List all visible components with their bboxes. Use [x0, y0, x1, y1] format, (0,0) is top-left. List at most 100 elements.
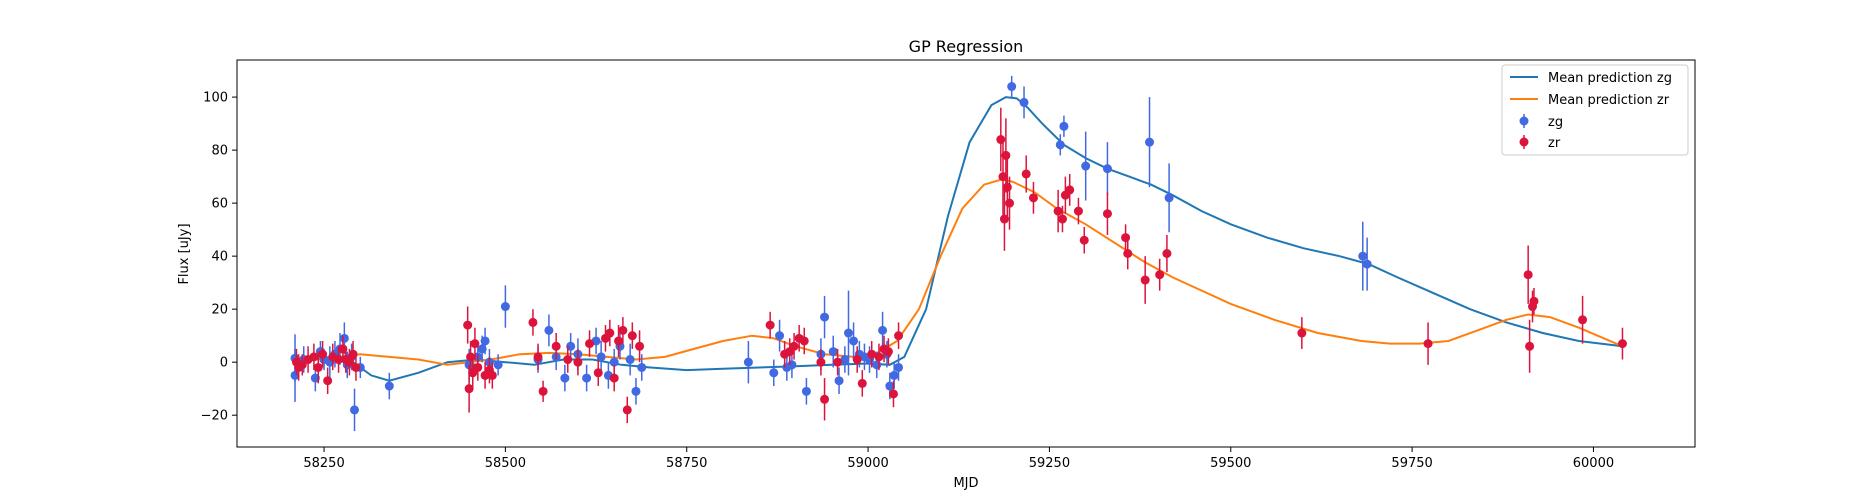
- data-point-zg: [544, 314, 554, 347]
- data-point-zr: [297, 354, 307, 376]
- data-point-zr: [473, 354, 483, 381]
- y-tick-label: 0: [220, 356, 228, 371]
- data-point-zr: [334, 346, 344, 373]
- data-point-zg: [500, 285, 510, 328]
- y-tick-label: 100: [203, 91, 228, 106]
- data-point-zr: [323, 367, 333, 394]
- x-tick-label: 59000: [847, 456, 888, 471]
- data-point-zr: [1123, 237, 1133, 270]
- data-point-zg: [843, 290, 853, 376]
- data-point-zr: [883, 338, 893, 365]
- data-point-zr: [1617, 327, 1627, 360]
- data-point-zg: [834, 367, 844, 394]
- x-axis-label: MJD: [953, 476, 978, 491]
- data-point-zg: [625, 343, 635, 376]
- data-point-zr: [816, 348, 826, 376]
- y-tick-label: 40: [211, 250, 228, 265]
- data-point-zr: [1001, 118, 1011, 193]
- data-point-zr: [1525, 319, 1535, 373]
- data-point-zg: [840, 346, 850, 373]
- data-point-zr: [309, 343, 319, 371]
- data-point-zr: [1140, 256, 1150, 304]
- data-point-zr: [1529, 287, 1539, 315]
- data-point-zg: [769, 359, 779, 387]
- data-point-zg: [493, 354, 503, 376]
- data-point-zg: [1358, 221, 1368, 291]
- data-point-zr: [627, 322, 637, 349]
- data-point-zr: [1528, 290, 1538, 323]
- data-point-zr: [789, 333, 799, 360]
- data-point-zr: [573, 348, 583, 376]
- y-tick-label: −20: [201, 409, 228, 424]
- data-point-zr: [1297, 317, 1307, 349]
- data-point-zg: [894, 354, 904, 381]
- data-point-zr: [1162, 234, 1172, 273]
- data-point-zr: [528, 309, 538, 336]
- legend: Mean prediction zg Mean prediction zr zg…: [1501, 64, 1689, 156]
- data-point-zg: [820, 295, 830, 339]
- data-point-zg: [637, 354, 647, 381]
- data-point-zr: [857, 370, 867, 397]
- x-tick-label: 58750: [666, 456, 707, 471]
- data-point-zg: [1362, 237, 1372, 291]
- data-point-zg: [775, 319, 785, 352]
- y-axis-label: Flux [uJy]: [177, 223, 192, 284]
- data-point-zr: [563, 346, 573, 373]
- data-point-zg: [1059, 115, 1069, 137]
- data-point-zg: [596, 340, 606, 373]
- data-point-zr: [1065, 173, 1075, 206]
- data-point-zr: [593, 359, 603, 387]
- data-point-zr: [605, 319, 615, 347]
- y-tick-label: 80: [211, 144, 228, 159]
- data-point-zg: [350, 388, 360, 432]
- mean-prediction-zr-line: [294, 178, 1623, 366]
- data-point-zg: [1019, 86, 1029, 119]
- data-point-zr: [867, 340, 877, 368]
- data-point-zr: [1005, 176, 1015, 230]
- data-point-zr: [833, 348, 843, 376]
- x-tick-label: 60000: [1573, 456, 1614, 471]
- data-point-zr: [1028, 181, 1038, 214]
- data-point-zg: [560, 364, 570, 392]
- data-point-zr: [585, 330, 595, 357]
- data-point-zr: [538, 380, 548, 402]
- data-point-zr: [351, 354, 361, 381]
- data-point-zr: [996, 107, 1006, 172]
- data-point-zr: [1021, 155, 1031, 193]
- legend-swatch-zr: [1519, 135, 1529, 149]
- data-point-zr: [609, 364, 619, 392]
- legend-label-zr: zr: [1548, 136, 1561, 151]
- data-point-zr: [1073, 197, 1083, 225]
- legend-box: [1501, 64, 1689, 156]
- data-point-zg: [384, 372, 394, 400]
- data-point-zr: [894, 322, 904, 349]
- data-point-zg: [801, 378, 811, 405]
- data-point-zr: [1102, 192, 1112, 235]
- data-point-zr: [874, 343, 884, 371]
- x-tick-label: 59750: [1391, 456, 1432, 471]
- y-tick-label: 60: [211, 197, 228, 212]
- data-point-zg: [480, 327, 490, 355]
- y-tick-label: 20: [211, 303, 228, 318]
- data-point-zr: [1057, 205, 1067, 233]
- data-point-zr: [622, 396, 632, 424]
- legend-label-mean-zr: Mean prediction zr: [1548, 93, 1670, 108]
- data-point-zr: [635, 330, 645, 363]
- plot-area: [290, 75, 1627, 432]
- data-point-zr: [799, 327, 809, 355]
- data-point-zg: [1055, 134, 1065, 156]
- legend-label-mean-zg: Mean prediction zg: [1548, 71, 1672, 86]
- data-point-zr: [318, 340, 328, 368]
- x-tick-label: 59500: [1210, 456, 1251, 471]
- data-point-zr: [618, 317, 628, 344]
- data-point-zg: [290, 348, 300, 402]
- data-point-zr: [313, 351, 323, 384]
- y-axis: −20 0 20 40 60 80 100: [201, 91, 237, 424]
- x-axis: 58250 58500 58750 59000 59250 59500 59750 60000: [303, 447, 1614, 471]
- axes-frame: [236, 59, 1696, 448]
- x-tick-label: 59250: [1029, 456, 1070, 471]
- data-point-zr: [1423, 322, 1433, 365]
- data-point-zr: [463, 306, 473, 344]
- data-point-zr: [765, 311, 775, 339]
- data-point-zr: [533, 343, 543, 371]
